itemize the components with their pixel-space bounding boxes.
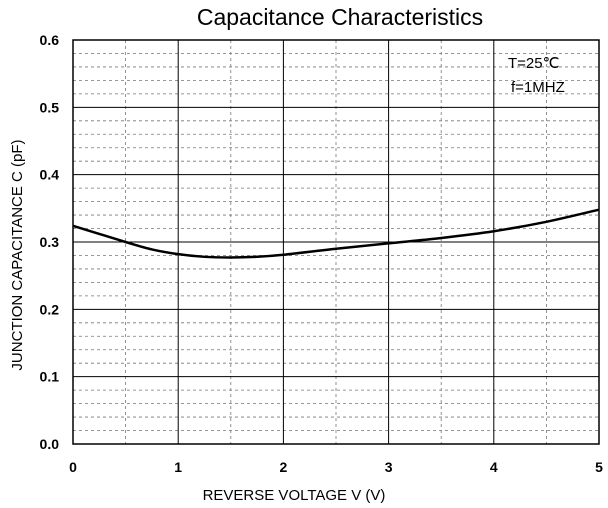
annotation-temperature: T=25℃ bbox=[508, 55, 559, 72]
x-axis-ticks: 0 1 2 3 4 5 bbox=[69, 459, 603, 475]
y-tick-label: 0.6 bbox=[40, 32, 60, 48]
y-tick-label: 0.0 bbox=[40, 436, 60, 452]
y-tick-label: 0.4 bbox=[40, 167, 60, 183]
y-tick-label: 0.1 bbox=[40, 369, 60, 385]
y-axis-ticks: 0.0 0.1 0.2 0.3 0.4 0.5 0.6 bbox=[40, 32, 60, 452]
series-layer bbox=[72, 208, 600, 259]
plot-frame bbox=[72, 39, 600, 445]
y-tick-label: 0.3 bbox=[40, 234, 60, 250]
major-grid bbox=[73, 40, 599, 444]
series-line-capacitance bbox=[72, 208, 600, 259]
minor-grid bbox=[73, 40, 599, 444]
x-axis-label: REVERSE VOLTAGE V (V) bbox=[203, 487, 386, 504]
y-tick-label: 0.5 bbox=[40, 99, 60, 115]
x-tick-label: 1 bbox=[174, 459, 182, 475]
chart-title: Capacitance Characteristics bbox=[197, 4, 483, 30]
annotation-frequency: f=1MHZ bbox=[511, 79, 565, 96]
y-axis-label: JUNCTION CAPACITANCE C (pF) bbox=[9, 139, 26, 370]
x-tick-label: 0 bbox=[69, 459, 77, 475]
x-tick-label: 2 bbox=[280, 459, 288, 475]
x-tick-label: 3 bbox=[385, 459, 393, 475]
x-tick-label: 5 bbox=[595, 459, 603, 475]
y-tick-label: 0.2 bbox=[40, 301, 60, 317]
x-tick-label: 4 bbox=[490, 459, 498, 475]
